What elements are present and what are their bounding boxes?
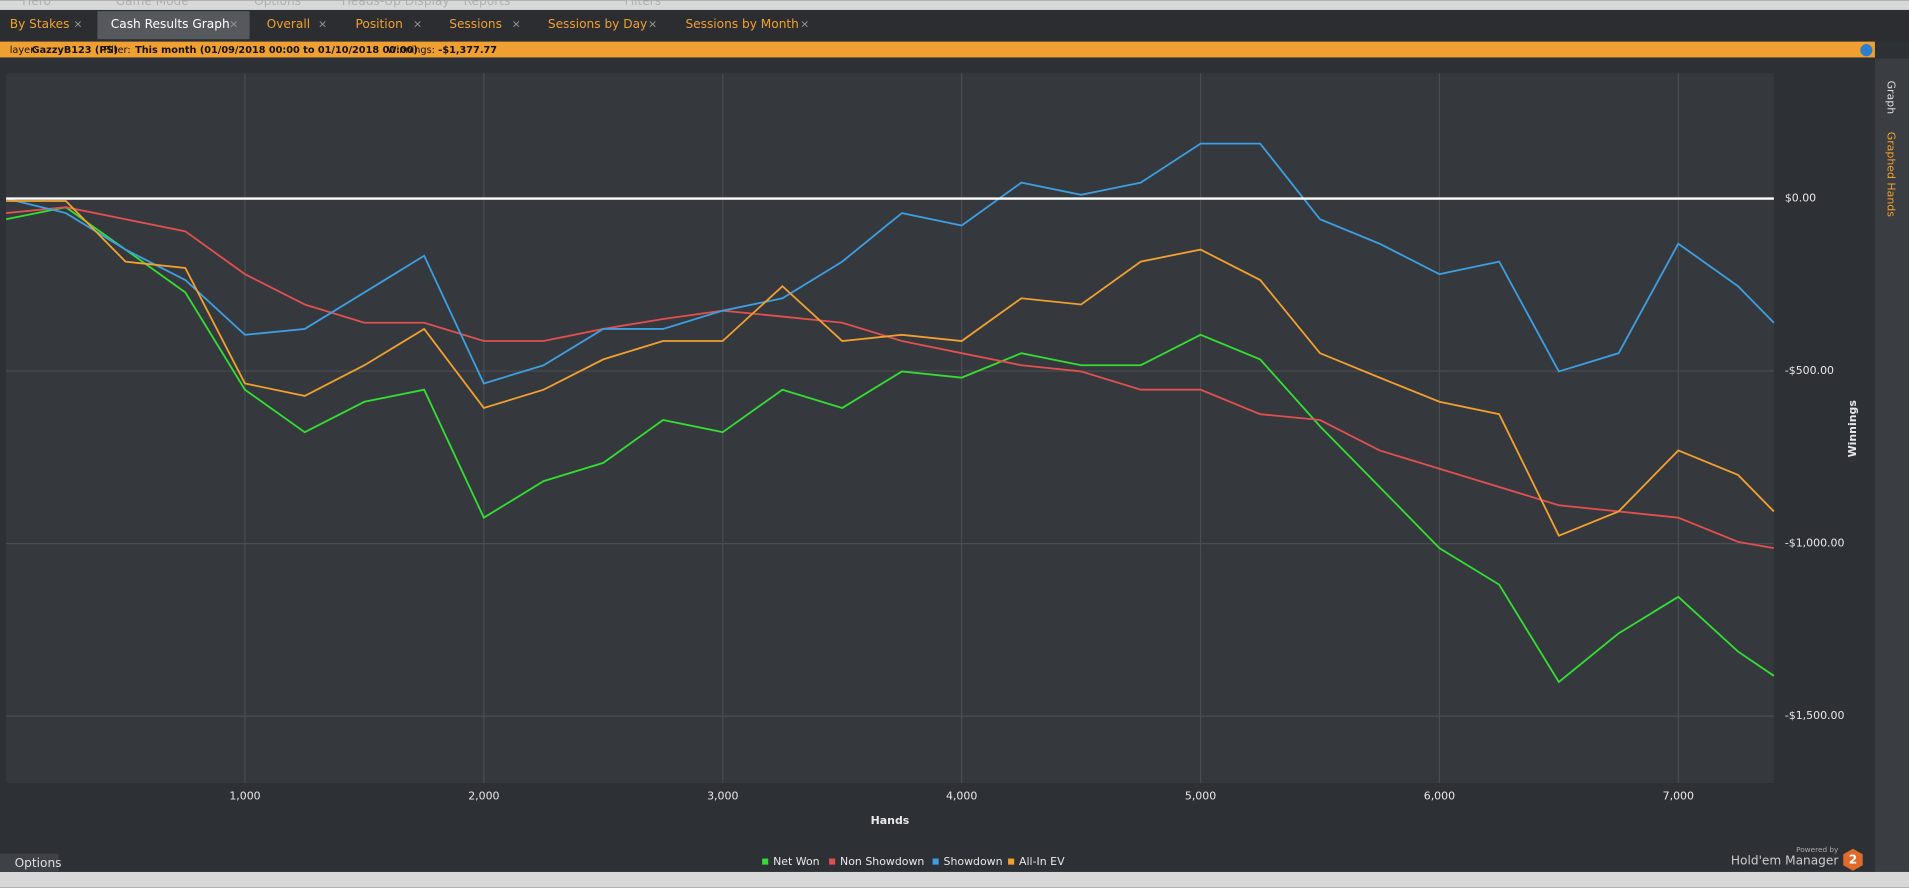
filter-label: Filter:	[103, 45, 130, 56]
logo-version: 2	[1849, 852, 1857, 866]
options-button-label[interactable]: Options	[15, 856, 62, 870]
x-tick-label: 1,000	[229, 789, 260, 802]
winnings-value: -$1,377.77	[438, 45, 497, 56]
menu-bar	[0, 0, 1909, 10]
filter-player-label: layer:	[10, 45, 38, 56]
series-line	[5, 206, 1775, 549]
tab[interactable]: Sessions by Day	[548, 17, 647, 31]
x-tick-label: 5,000	[1185, 789, 1216, 802]
legend-swatch	[829, 858, 836, 865]
product-name: Hold'em Manager	[1731, 853, 1838, 867]
y-axis-title: Winnings	[1846, 400, 1859, 457]
side-tab[interactable]: Graph	[1885, 81, 1898, 115]
tab-close[interactable]: ×	[800, 18, 809, 31]
tab-close[interactable]: ×	[229, 18, 238, 31]
legend-label: Net Won	[773, 855, 819, 868]
active-tab-bg	[97, 11, 250, 40]
plot-area	[6, 73, 1774, 784]
filter-player: GazzyB123 (PS)	[32, 45, 118, 56]
legend-label: Non Showdown	[840, 855, 924, 868]
legend-swatch	[762, 858, 769, 865]
tab[interactable]: Position	[356, 17, 403, 31]
x-tick-label: 6,000	[1424, 789, 1455, 802]
x-tick-label: 4,000	[946, 789, 977, 802]
menu-item[interactable]: Hero	[22, 0, 51, 8]
menu-item[interactable]: Filters	[625, 0, 661, 8]
tab[interactable]: Overall	[267, 17, 310, 31]
status-bar	[0, 871, 1909, 888]
x-tick-label: 7,000	[1663, 789, 1694, 802]
series-line	[6, 200, 1775, 537]
options-button[interactable]	[0, 853, 59, 872]
tab-close[interactable]: ×	[512, 18, 521, 31]
y-tick-label: -$1,000.00	[1785, 537, 1845, 550]
menu-item[interactable]: Game Mode	[116, 0, 189, 8]
y-tick-label: $0.00	[1785, 192, 1816, 205]
filter-value: This month (01/09/2018 00:00 to 01/10/20…	[135, 45, 418, 56]
logo	[1843, 848, 1863, 871]
winnings-label: Winnings:	[387, 45, 435, 56]
legend-swatch	[932, 858, 939, 865]
tab-close[interactable]: ×	[318, 18, 327, 31]
help-icon[interactable]	[1860, 44, 1873, 57]
tab-bar	[0, 9, 1909, 41]
x-tick-label: 3,000	[707, 789, 738, 802]
menu-item[interactable]: Reports	[464, 0, 511, 8]
series-line	[5, 142, 1775, 385]
tab-close[interactable]: ×	[73, 18, 82, 31]
tab[interactable]: Sessions	[449, 17, 502, 31]
legend-label: All-In EV	[1019, 855, 1065, 868]
side-panel	[1874, 58, 1909, 872]
tab-close[interactable]: ×	[413, 18, 422, 31]
filter-bar	[0, 41, 1875, 58]
x-tick-label: 2,000	[468, 789, 499, 802]
menu-item[interactable]: Heads-Up Display	[342, 0, 450, 8]
legend-swatch	[1008, 858, 1015, 865]
menu-item[interactable]: Options	[254, 0, 301, 8]
tab[interactable]: Sessions by Month	[685, 17, 798, 31]
y-tick-label: -$500.00	[1785, 364, 1834, 377]
y-tick-label: -$1,500.00	[1785, 709, 1845, 722]
series-line	[5, 206, 1775, 684]
x-axis-title: Hands	[871, 814, 910, 827]
powered-by: Powered by	[1796, 845, 1839, 854]
tab[interactable]: By Stakes	[10, 17, 70, 31]
side-tab[interactable]: Graphed Hands	[1885, 132, 1898, 217]
tab-close[interactable]: ×	[648, 18, 657, 31]
legend-label: Showdown	[944, 855, 1003, 868]
tab[interactable]: Cash Results Graph	[111, 17, 230, 31]
